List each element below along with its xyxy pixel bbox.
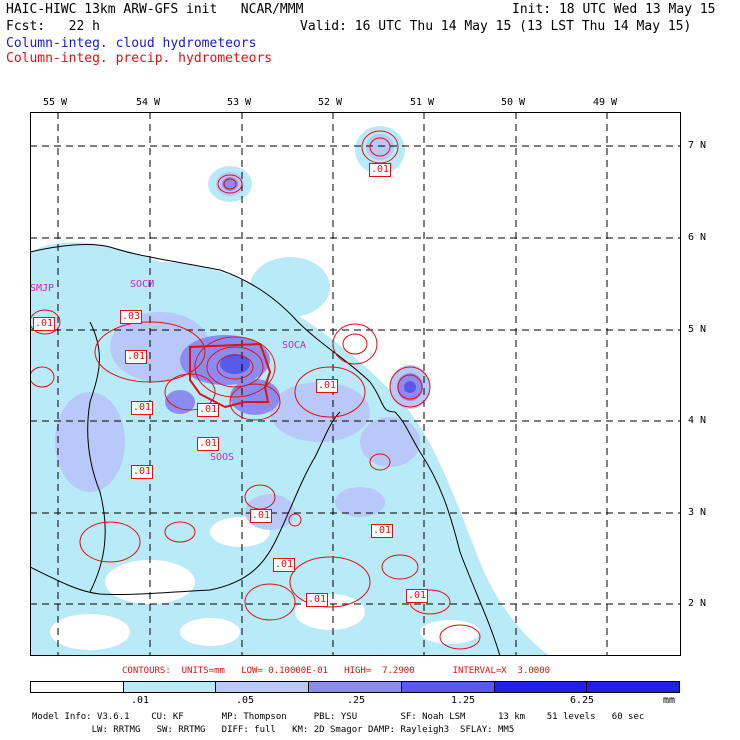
contour-label: .01: [273, 558, 296, 572]
precip-core-contour: [189, 342, 272, 409]
legend-swatch: [586, 682, 680, 692]
contour-label: .01: [306, 593, 329, 607]
field-cloud-label: Column-integ. cloud hydrometeors: [6, 36, 257, 51]
map-frame: [30, 112, 681, 656]
lat-label: 3 N: [688, 507, 707, 518]
precip-contours: [30, 130, 481, 650]
model-info-line2: LW: RRTMG SW: RRTMG DIFF: full KM: 2D Sm…: [32, 725, 515, 735]
contour-label: .01: [250, 509, 273, 523]
lon-label: 50 W: [501, 97, 526, 108]
header-init: Init: 18 UTC Wed 13 May 15: [512, 2, 716, 17]
lat-label: 7 N: [688, 140, 707, 151]
lat-label: 4 N: [688, 415, 707, 426]
lat-label: 2 N: [688, 598, 707, 609]
legend-swatch: [31, 682, 123, 692]
cloud-shading-medium: [55, 134, 430, 530]
legend-tick: .05: [236, 695, 255, 706]
legend-swatch: [400, 682, 494, 692]
contour-info: CONTOURS: UNITS=mm LOW= 0.10000E-01 HIGH…: [122, 666, 551, 676]
contour-label: .01: [369, 163, 392, 177]
lon-label: 52 W: [318, 97, 343, 108]
contour-label: .01: [33, 317, 56, 331]
contour-label: .01: [131, 465, 154, 479]
station-label: SOOS: [210, 452, 235, 463]
contour-label: .01: [371, 524, 394, 538]
header-forecast: Fcst: 22 h: [6, 19, 100, 34]
lon-label: 53 W: [227, 97, 252, 108]
contour-label: .01: [406, 589, 429, 603]
legend-tick: .01: [131, 695, 150, 706]
lon-label: 54 W: [136, 97, 161, 108]
station-label: SMJP: [30, 283, 55, 294]
contour-label: .01: [197, 437, 220, 451]
legend-swatch: [122, 682, 216, 692]
legend-tick: .25: [347, 695, 366, 706]
graticule: [30, 112, 681, 656]
station-label: SOCA: [282, 340, 307, 351]
contour-label: .01: [316, 379, 339, 393]
color-legend: [30, 681, 680, 693]
contour-label: .01: [197, 403, 220, 417]
model-info-line1: Model Info: V3.6.1 CU: KF MP: Thompson P…: [32, 712, 645, 722]
contour-label: .01: [131, 401, 154, 415]
contour-label: .03: [120, 310, 143, 324]
map-plot: [30, 112, 681, 656]
legend-units: mm: [663, 695, 676, 706]
legend-tick: 6.25: [570, 695, 595, 706]
lat-label: 6 N: [688, 232, 707, 243]
contour-label: .01: [125, 350, 148, 364]
legend-swatch: [215, 682, 309, 692]
header-valid: Valid: 16 UTC Thu 14 May 15 (13 LST Thu …: [300, 19, 692, 34]
field-precip-label: Column-integ. precip. hydrometeors: [6, 51, 273, 66]
station-label: SOCM: [130, 279, 155, 290]
legend-swatch: [308, 682, 401, 692]
lon-label: 49 W: [593, 97, 618, 108]
legend-swatch: [493, 682, 587, 692]
legend-tick: 1.25: [451, 695, 476, 706]
lat-label: 5 N: [688, 324, 707, 335]
header-title: HAIC-HIWC 13km ARW-GFS init NCAR/MMM: [6, 2, 304, 17]
lon-label: 51 W: [410, 97, 435, 108]
lon-label: 55 W: [43, 97, 68, 108]
